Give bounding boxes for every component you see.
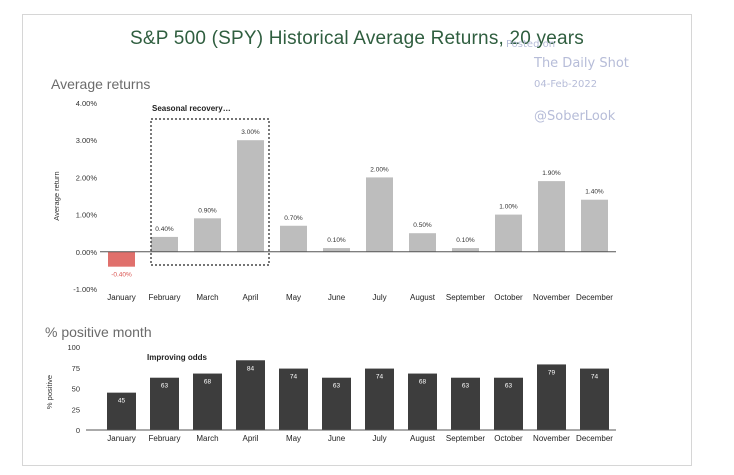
returns-xtick-label: May (286, 293, 301, 302)
returns-xtick-label: April (242, 293, 258, 302)
positive-bar (279, 368, 308, 430)
returns-xtick-label: November (533, 293, 570, 302)
returns-xtick-label: March (196, 293, 218, 302)
positive-xtick-label: February (148, 434, 180, 443)
positive-xtick-label: June (328, 434, 346, 443)
positive-bar (451, 377, 480, 430)
returns-data-label: -0.40% (111, 272, 132, 279)
positive-bar (408, 373, 437, 430)
positive-data-label: 74 (376, 374, 384, 381)
returns-data-label: 1.90% (542, 170, 561, 177)
returns-section-title: Average returns (51, 76, 151, 92)
returns-data-label: 0.70% (284, 215, 303, 222)
positive-bar (107, 392, 136, 430)
positive-ytick-label: 25 (72, 405, 80, 414)
positive-xtick-label: November (533, 434, 570, 443)
returns-bar (108, 251, 135, 267)
returns-annotation: Seasonal recovery… (152, 104, 231, 113)
returns-bar (194, 218, 221, 252)
positive-xtick-label: March (196, 434, 218, 443)
positive-ytick-label: 50 (72, 385, 80, 394)
positive-data-label: 68 (204, 379, 212, 386)
chart-title: S&P 500 (SPY) Historical Average Returns… (130, 28, 584, 49)
returns-data-label: 0.10% (327, 237, 346, 244)
positive-data-label: 63 (505, 383, 513, 390)
returns-ytick-label: 3.00% (76, 136, 98, 145)
returns-bar (409, 233, 436, 252)
returns-bar (323, 248, 350, 252)
positive-bar (236, 360, 265, 430)
positive-xtick-label: December (576, 434, 613, 443)
positive-section-title: % positive month (45, 324, 152, 340)
returns-xtick-label: December (576, 293, 613, 302)
watermark-date: 04-Feb-2022 (534, 79, 598, 90)
returns-xtick-label: October (494, 293, 523, 302)
positive-data-label: 74 (591, 374, 599, 381)
watermark-handle: @SoberLook (534, 109, 616, 124)
returns-ytick-label: -1.00% (73, 285, 97, 294)
returns-bar (581, 199, 608, 252)
returns-ytick-label: 4.00% (76, 99, 98, 108)
positive-bar (580, 368, 609, 430)
returns-bar (495, 214, 522, 252)
positive-data-label: 63 (161, 383, 169, 390)
returns-bar (151, 236, 178, 252)
returns-xtick-label: July (372, 293, 386, 302)
positive-ytick-label: 75 (72, 364, 80, 373)
returns-bar (366, 177, 393, 252)
returns-data-label: 0.90% (198, 207, 217, 214)
positive-bar (365, 368, 394, 430)
returns-ytick-label: 1.00% (76, 211, 98, 220)
positive-data-label: 45 (118, 398, 126, 405)
returns-data-label: 3.00% (241, 129, 260, 136)
positive-data-label: 79 (548, 369, 556, 376)
positive-xtick-label: September (446, 434, 485, 443)
returns-xtick-label: August (410, 293, 436, 302)
positive-xtick-label: April (242, 434, 258, 443)
positive-bar (494, 377, 523, 430)
positive-data-label: 63 (333, 383, 341, 390)
positive-data-label: 68 (419, 379, 427, 386)
returns-bar (538, 181, 565, 252)
positive-ytick-label: 0 (76, 426, 80, 435)
returns-ytick-label: 2.00% (76, 173, 98, 182)
returns-xtick-label: January (107, 293, 135, 302)
positive-data-label: 84 (247, 365, 255, 372)
watermark-source: The Daily Shot (534, 56, 629, 71)
returns-xtick-label: September (446, 293, 485, 302)
positive-y-axis-label: % positive (45, 375, 54, 409)
positive-ytick-label: 100 (67, 343, 80, 352)
positive-bar (150, 377, 179, 430)
returns-data-label: 0.50% (413, 222, 432, 229)
returns-data-label: 0.40% (155, 226, 174, 233)
returns-ytick-label: 0.00% (76, 248, 98, 257)
positive-annotation: Improving odds (147, 353, 207, 362)
positive-xtick-label: July (372, 434, 386, 443)
returns-data-label: 1.40% (585, 189, 604, 196)
positive-xtick-label: August (410, 434, 436, 443)
returns-bar (452, 248, 479, 252)
positive-bar (537, 364, 566, 430)
positive-bar (193, 373, 222, 430)
positive-xtick-label: January (107, 434, 135, 443)
positive-data-label: 63 (462, 383, 470, 390)
positive-xtick-label: October (494, 434, 523, 443)
positive-bar (322, 377, 351, 430)
returns-bar (280, 225, 307, 252)
returns-data-label: 1.00% (499, 204, 518, 211)
returns-xtick-label: June (328, 293, 346, 302)
returns-bar (237, 140, 264, 252)
returns-xtick-label: February (148, 293, 180, 302)
returns-data-label: 2.00% (370, 166, 389, 173)
positive-data-label: 74 (290, 374, 298, 381)
chart-frame: S&P 500 (SPY) Historical Average Returns… (22, 14, 692, 466)
watermark-posted: Posted on (506, 39, 556, 50)
returns-y-axis-label: Average return (52, 171, 61, 220)
positive-xtick-label: May (286, 434, 301, 443)
returns-data-label: 0.10% (456, 237, 475, 244)
